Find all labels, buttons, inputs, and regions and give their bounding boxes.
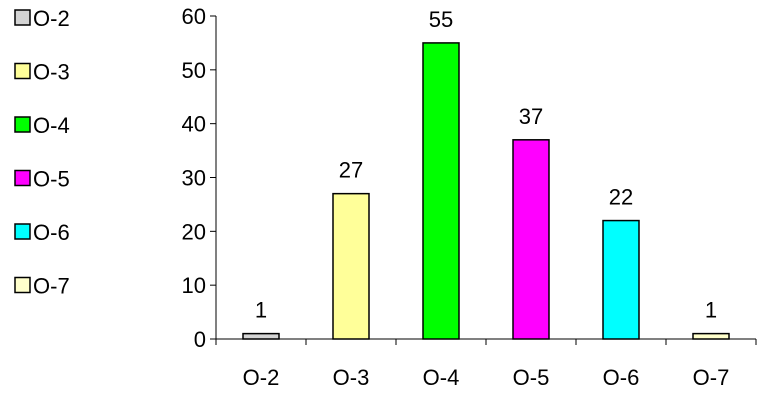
legend: O-2 O-3 O-4 O-5 O-6 O-7 bbox=[14, 6, 70, 299]
x-tick-label: O-6 bbox=[603, 365, 640, 390]
x-tick-label: O-4 bbox=[423, 365, 460, 390]
legend-label: O-4 bbox=[33, 113, 70, 138]
data-label: 1 bbox=[705, 298, 717, 323]
legend-swatch bbox=[14, 276, 31, 294]
legend-label: O-2 bbox=[33, 6, 70, 31]
bar-o-3 bbox=[332, 192, 370, 340]
bar-o-7 bbox=[692, 332, 730, 340]
legend-label: O-3 bbox=[33, 60, 70, 85]
data-label: 1 bbox=[255, 298, 267, 323]
bar-o-4 bbox=[422, 42, 460, 340]
y-tick-label: 0 bbox=[194, 327, 206, 352]
x-axis: O-2 O-3 O-4 O-5 O-6 O-7 bbox=[215, 338, 757, 390]
y-tick-label: 20 bbox=[182, 219, 206, 244]
data-label: 37 bbox=[519, 104, 543, 129]
y-tick-label: 10 bbox=[182, 273, 206, 298]
bar-o-6 bbox=[602, 219, 640, 340]
y-tick-label: 50 bbox=[182, 58, 206, 83]
data-label: 22 bbox=[609, 185, 633, 210]
legend-label: O-5 bbox=[33, 167, 70, 192]
data-label: 55 bbox=[429, 7, 453, 32]
bar-o-2 bbox=[242, 332, 280, 340]
legend-swatch bbox=[14, 9, 31, 26]
legend-swatch bbox=[14, 116, 31, 133]
legend-swatch bbox=[14, 169, 31, 187]
x-tick-label: O-5 bbox=[513, 365, 550, 390]
x-tick-label: O-2 bbox=[243, 365, 280, 390]
y-axis: 0 10 20 30 40 50 60 bbox=[182, 4, 217, 352]
legend-label: O-7 bbox=[33, 274, 70, 299]
x-tick-label: O-7 bbox=[693, 365, 730, 390]
legend-label: O-6 bbox=[33, 220, 70, 245]
y-tick-label: 60 bbox=[182, 4, 206, 29]
bars bbox=[242, 42, 730, 340]
x-tick-label: O-3 bbox=[333, 365, 370, 390]
y-tick-label: 30 bbox=[182, 166, 206, 191]
data-labels: 1 27 55 37 22 1 bbox=[255, 7, 717, 323]
y-tick-label: 40 bbox=[182, 112, 206, 137]
legend-swatch bbox=[14, 223, 31, 240]
data-label: 27 bbox=[339, 158, 363, 183]
bar-o-5 bbox=[512, 139, 550, 340]
legend-swatch bbox=[14, 62, 31, 80]
